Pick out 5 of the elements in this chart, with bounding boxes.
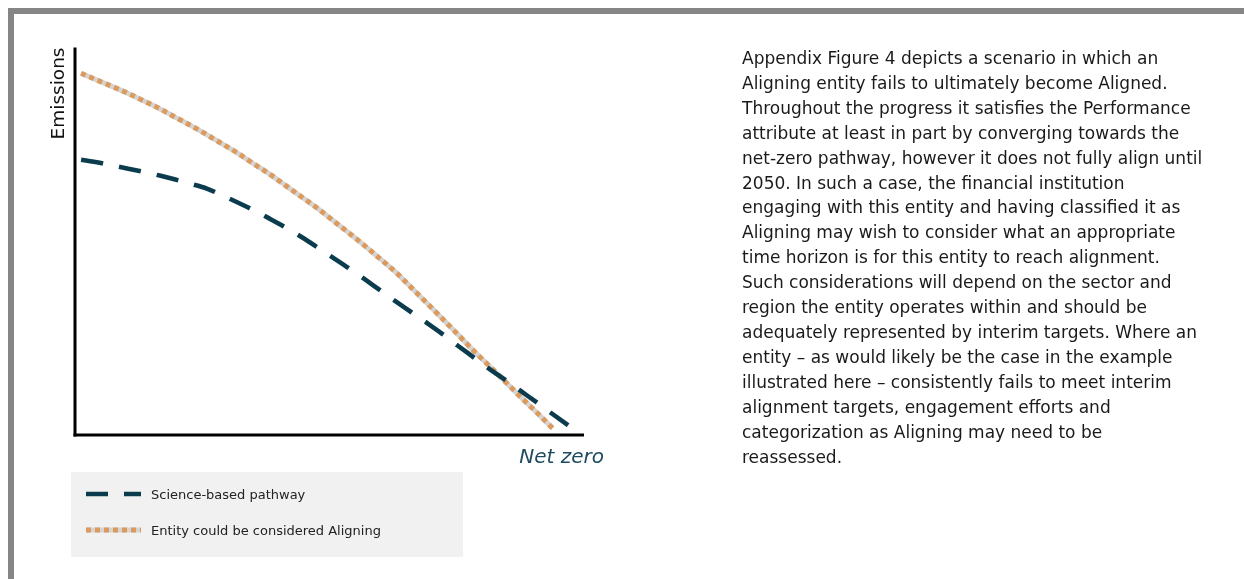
legend-label: Science-based pathway xyxy=(151,486,306,502)
legend-label: Entity could be considered Aligning xyxy=(151,522,381,538)
x-axis-title: Net zero xyxy=(519,444,604,468)
text: Appendix Figure 4 depicts a scenario in which an Aligning entity fails to ultimately become Aligned. Throughout the progress it satisfies the Performance attribute at least in part by converging towards the net-zero pathway, however it does not fully align until 2050. In such a case, the financial institution engaging with this entity and having classified it as Aligning may wish to consider what an appropriate time horizon is for this entity to reach alignment. Such considerations will depend on the sector and region the entity operates within and should be adequately represented by interim targets. Where an entity – as would likely be the case in the example illustrated here – consistently fails to meet interim alignment targets, engagement efforts and categorization as Aligning may need to be reassessed. xyxy=(742,48,1203,467)
y-axis-title: Emissions xyxy=(47,47,68,140)
